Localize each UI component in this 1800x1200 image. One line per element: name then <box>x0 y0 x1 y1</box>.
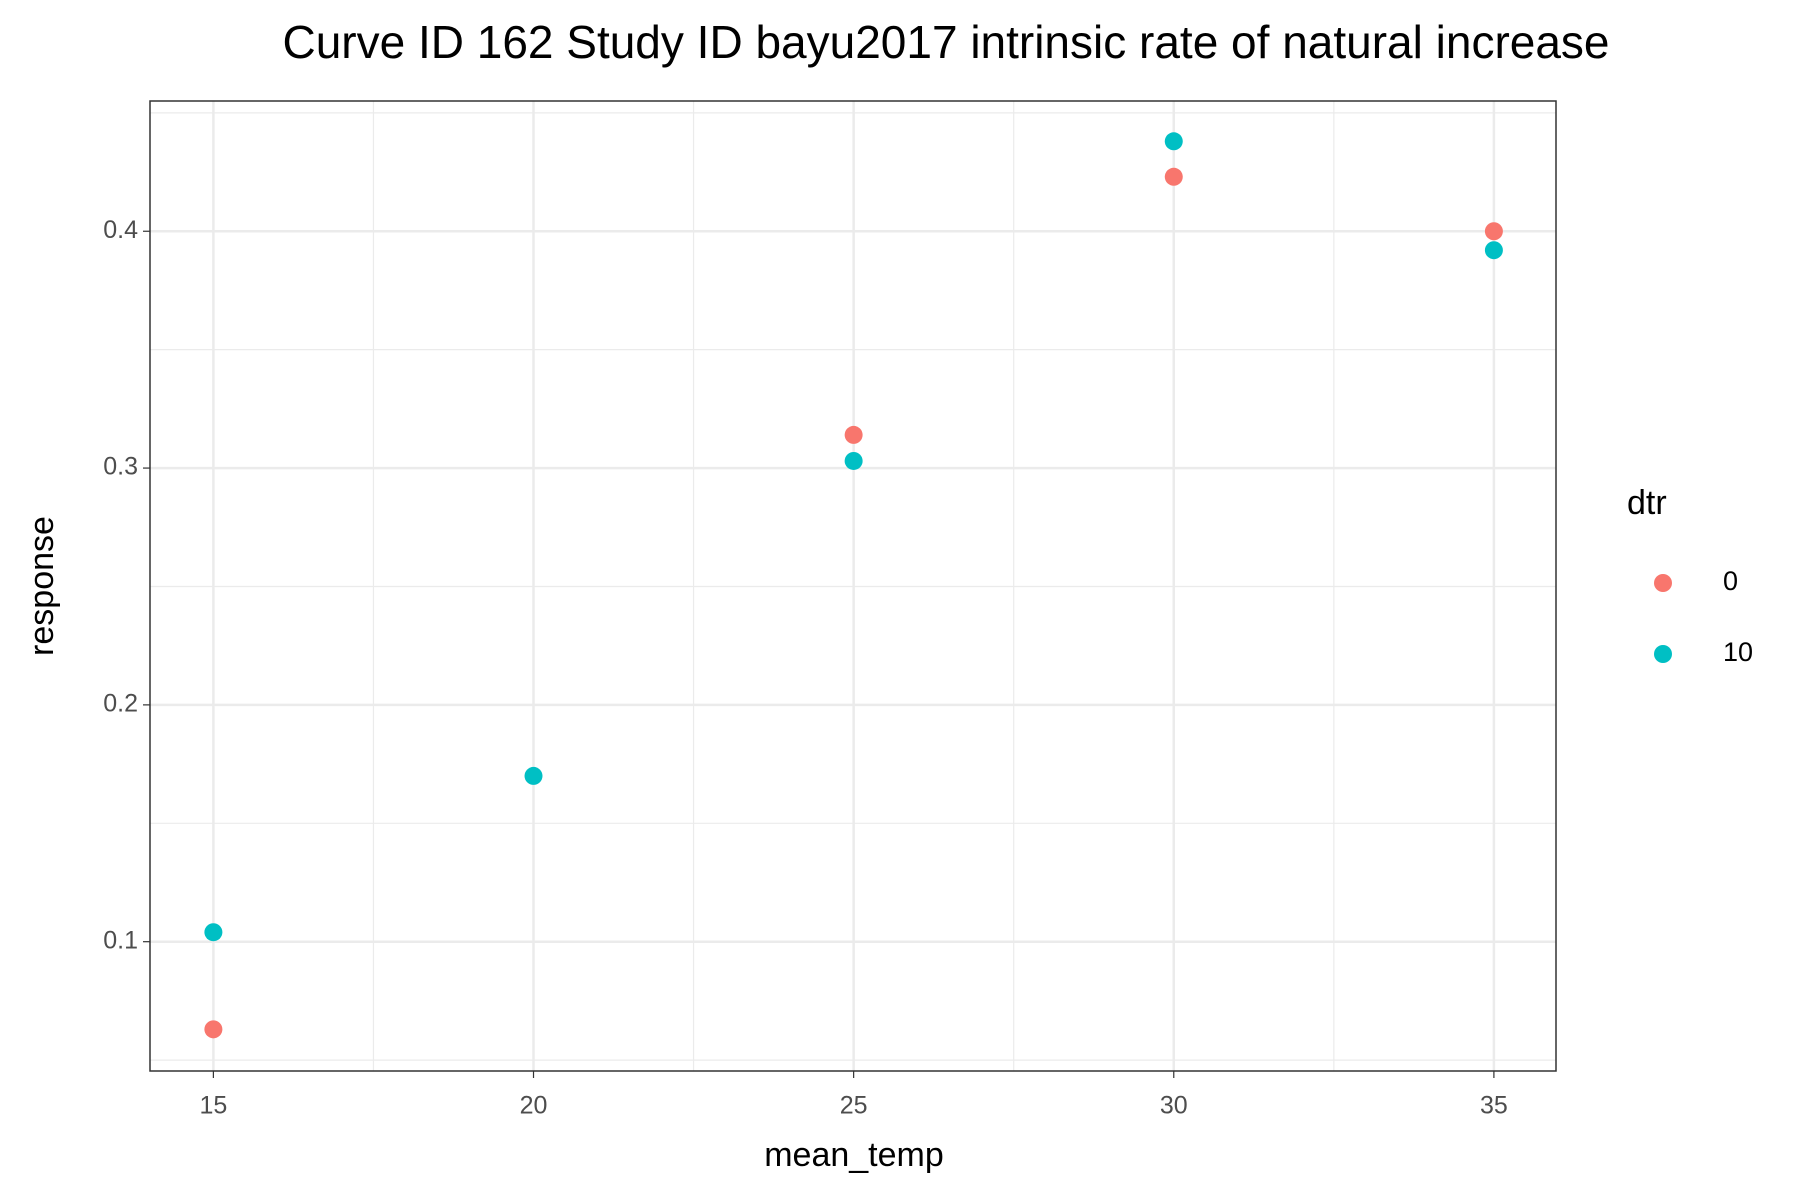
point <box>524 766 543 785</box>
x-tick-label: 25 <box>840 1092 868 1120</box>
point <box>204 1020 223 1039</box>
point <box>1484 222 1503 241</box>
point <box>844 451 863 470</box>
panel-border <box>149 100 1557 1072</box>
y-tick-label: 0.4 <box>103 216 138 244</box>
legend-title: dtr <box>1627 484 1667 522</box>
point <box>1164 132 1183 151</box>
y-axis-title: response <box>23 516 61 656</box>
chart-title: Curve ID 162 Study ID bayu2017 intrinsic… <box>282 16 1609 68</box>
point <box>1164 167 1183 186</box>
point <box>204 923 223 942</box>
x-tick-label: 35 <box>1480 1092 1508 1120</box>
y-tick-label: 0.1 <box>103 926 138 954</box>
x-tick-label: 30 <box>1160 1092 1188 1120</box>
x-tick-label: 20 <box>520 1092 548 1120</box>
point <box>844 425 863 444</box>
point <box>1484 241 1503 260</box>
legend-label: 0 <box>1723 566 1738 596</box>
legend-marker <box>1654 574 1672 592</box>
x-tick-label: 15 <box>199 1092 227 1120</box>
y-tick-label: 0.3 <box>103 453 138 481</box>
legend-marker <box>1654 645 1672 663</box>
x-axis-title: mean_temp <box>764 1136 944 1174</box>
y-tick-label: 0.2 <box>103 689 138 717</box>
legend-label: 10 <box>1723 637 1753 667</box>
